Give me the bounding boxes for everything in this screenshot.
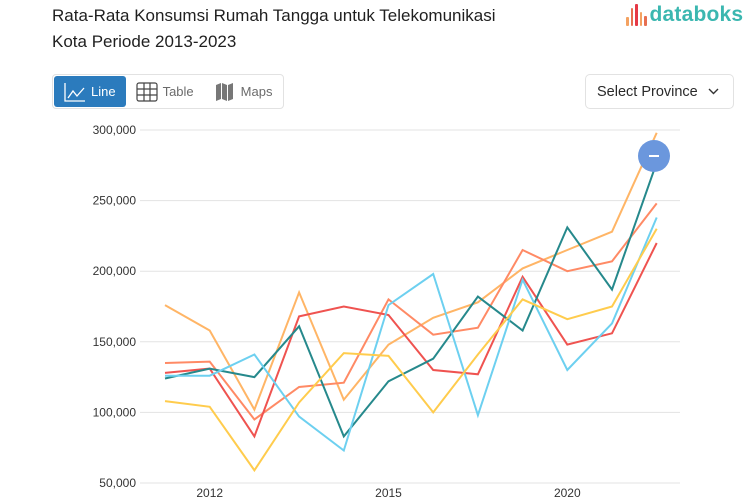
y-tick-label: 300,000 (93, 123, 137, 137)
x-tick-label: 2015 (375, 486, 402, 498)
series-line[interactable] (165, 217, 658, 453)
tab-table[interactable]: Table (126, 76, 204, 107)
y-tick-label: 50,000 (99, 476, 136, 490)
minus-icon (649, 155, 659, 157)
tab-line[interactable]: Line (54, 76, 126, 107)
logo-bars-icon (626, 4, 647, 26)
y-tick-label: 250,000 (93, 194, 137, 208)
x-tick-label: 2012 (196, 486, 223, 498)
tab-maps[interactable]: Maps (204, 76, 283, 107)
series-line[interactable] (164, 202, 658, 421)
series-line[interactable] (164, 242, 658, 439)
series-line[interactable] (164, 228, 658, 473)
line-chart: 50,000 100,000 150,000 200,000 250,000 300,00… (93, 123, 680, 498)
logo-text: databoks (649, 3, 744, 26)
line-chart-icon (64, 82, 85, 102)
table-grid-icon (135, 81, 158, 102)
title-line-2: Kota Periode 2013-2023 (52, 32, 237, 51)
title-line-1: Rata-Rata Konsumsi Rumah Tangga untuk Te… (52, 6, 496, 25)
select-province-label: Select Province (597, 83, 698, 100)
series-line[interactable] (164, 132, 658, 412)
view-tabs: Line Table Maps (52, 74, 284, 109)
tab-maps-label: Maps (240, 84, 273, 99)
y-tick-label: 100,000 (93, 405, 137, 419)
y-tick-label: 200,000 (93, 264, 137, 278)
tab-table-label: Table (162, 84, 194, 99)
x-tick-label: 2020 (554, 486, 581, 498)
databoks-logo[interactable]: databoks (626, 3, 743, 27)
map-icon (215, 82, 233, 101)
select-province-dropdown[interactable]: Select Province (585, 74, 734, 109)
tab-line-label: Line (91, 84, 116, 99)
chart-title: Rata-Rata Konsumsi Rumah Tangga untuk Te… (52, 3, 572, 55)
series-line[interactable] (164, 162, 658, 439)
chevron-down-icon (708, 88, 719, 95)
y-tick-label: 150,000 (93, 335, 137, 349)
zoom-out-button[interactable] (638, 140, 670, 172)
